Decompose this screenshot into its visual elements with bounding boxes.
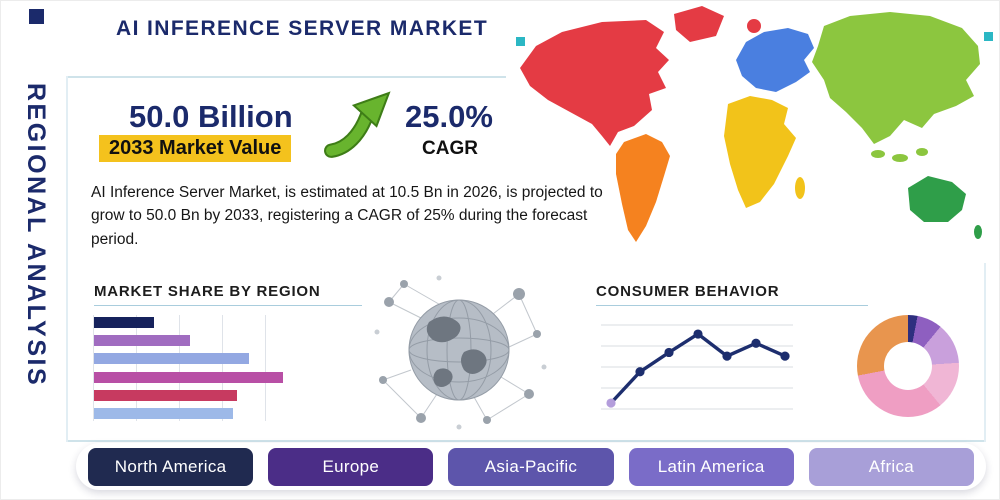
- map-region-africa: [724, 96, 796, 208]
- frame-line-left: [66, 76, 68, 442]
- map-region-islands-3: [916, 148, 928, 156]
- cagr-value: 25.0%: [405, 99, 493, 134]
- market-value-2033: 50.0 Billion: [129, 99, 293, 134]
- line-chart-point-3: [664, 347, 674, 358]
- market-summary-text: AI Inference Server Market, is estimated…: [91, 184, 603, 248]
- donut-hole: [884, 342, 932, 390]
- map-accent-dot-red: [747, 19, 761, 33]
- map-region-asia: [812, 12, 980, 144]
- map-region-south-america: [616, 134, 670, 242]
- line-chart-point-2: [635, 367, 645, 377]
- market-share-bar-5: [94, 389, 238, 401]
- market-share-bar-6: [94, 407, 234, 419]
- region-button-north-america[interactable]: North America: [88, 447, 254, 486]
- map-region-islands-1: [871, 150, 885, 158]
- map-region-north-america: [520, 20, 669, 146]
- globe-network-graphic: [374, 275, 547, 430]
- market-share-bar-3: [94, 353, 250, 365]
- market-share-bar-chart: [93, 315, 293, 421]
- map-accent-square-teal-right: [984, 32, 993, 41]
- corner-accent-square: [29, 9, 44, 24]
- region-legend-bar: North America Europe Asia-Pacific Latin …: [76, 443, 986, 490]
- region-button-africa[interactable]: Africa: [808, 447, 975, 486]
- region-button-latin-america[interactable]: Latin America: [628, 447, 794, 486]
- frame-line-right: [984, 263, 986, 442]
- map-accent-square-teal-left: [516, 37, 525, 46]
- map-region-madagascar: [795, 177, 805, 199]
- map-region-europe: [736, 28, 814, 92]
- map-region-greenland: [674, 6, 724, 42]
- market-share-bar-4: [94, 371, 284, 383]
- map-region-australia: [908, 176, 966, 222]
- market-share-bar-2: [94, 335, 190, 347]
- consumer-behavior-underline: [596, 305, 868, 306]
- line-chart-point-5: [722, 351, 732, 361]
- consumer-behavior-line-chart: [599, 311, 797, 423]
- vertical-side-label: REGIONAL ANALYSIS: [22, 83, 50, 388]
- market-share-bar-1: [94, 317, 154, 328]
- page-title: AI INFERENCE SERVER MARKET: [116, 17, 489, 40]
- line-chart-point-1: [606, 398, 616, 408]
- growth-arrow-icon: [324, 91, 391, 158]
- consumer-behavior-section-title: CONSUMER BEHAVIOR: [596, 283, 780, 300]
- map-region-new-zealand: [974, 225, 982, 239]
- market-value-caption: 2033 Market Value: [99, 135, 292, 162]
- region-button-asia-pacific[interactable]: Asia-Pacific: [448, 447, 614, 486]
- regional-share-donut: [857, 315, 959, 417]
- market-share-underline: [94, 305, 362, 306]
- frame-line-top: [66, 76, 506, 78]
- world-map: [516, 6, 993, 242]
- cagr-caption: CAGR: [422, 138, 478, 159]
- line-chart-point-7: [780, 351, 790, 361]
- market-share-section-title: MARKET SHARE BY REGION: [94, 283, 321, 300]
- frame-line-bottom: [66, 440, 986, 442]
- line-chart-point-4: [693, 329, 703, 339]
- map-region-islands-2: [892, 154, 908, 162]
- line-chart-point-6: [751, 338, 761, 348]
- region-button-europe[interactable]: Europe: [268, 447, 434, 486]
